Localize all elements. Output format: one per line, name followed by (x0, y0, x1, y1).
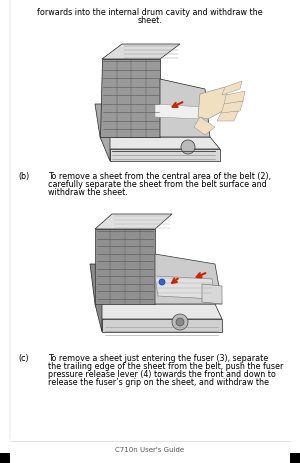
Polygon shape (224, 92, 245, 106)
Text: carefully separate the sheet from the belt surface and: carefully separate the sheet from the be… (48, 180, 267, 188)
Bar (290, 453, 300, 463)
Polygon shape (194, 118, 215, 136)
Polygon shape (202, 284, 222, 304)
Polygon shape (217, 112, 238, 122)
Text: forwards into the internal drum cavity and withdraw the: forwards into the internal drum cavity a… (37, 8, 263, 17)
Text: the trailing edge of the sheet from the belt, push the fuser: the trailing edge of the sheet from the … (48, 361, 284, 370)
Polygon shape (90, 264, 102, 332)
Polygon shape (102, 319, 222, 332)
Polygon shape (110, 150, 220, 162)
Text: pressure release lever (4) towards the front and down to: pressure release lever (4) towards the f… (48, 369, 276, 378)
Polygon shape (155, 105, 202, 120)
Text: release the fuser’s grip on the sheet, and withdraw the: release the fuser’s grip on the sheet, a… (48, 377, 269, 386)
Polygon shape (155, 276, 215, 300)
Text: To remove a sheet from the central area of the belt (2),: To remove a sheet from the central area … (48, 172, 271, 181)
Circle shape (176, 319, 184, 326)
Polygon shape (100, 60, 160, 138)
Text: withdraw the sheet.: withdraw the sheet. (48, 188, 128, 197)
Text: sheet.: sheet. (138, 16, 162, 25)
Polygon shape (95, 105, 110, 162)
Bar (0, 453, 10, 463)
Polygon shape (160, 80, 210, 138)
Polygon shape (95, 304, 222, 319)
Circle shape (159, 279, 165, 285)
Circle shape (181, 141, 195, 155)
Text: C710n User's Guide: C710n User's Guide (116, 446, 184, 452)
Polygon shape (95, 230, 155, 304)
Text: (c): (c) (18, 353, 28, 362)
Polygon shape (102, 45, 180, 60)
Polygon shape (198, 88, 230, 120)
Text: To remove a sheet just entering the fuser (3), separate: To remove a sheet just entering the fuse… (48, 353, 268, 362)
Polygon shape (155, 255, 222, 304)
Polygon shape (95, 214, 172, 230)
Circle shape (172, 314, 188, 330)
Polygon shape (221, 102, 243, 115)
Polygon shape (100, 138, 220, 150)
Polygon shape (222, 82, 242, 96)
Text: (b): (b) (18, 172, 29, 181)
